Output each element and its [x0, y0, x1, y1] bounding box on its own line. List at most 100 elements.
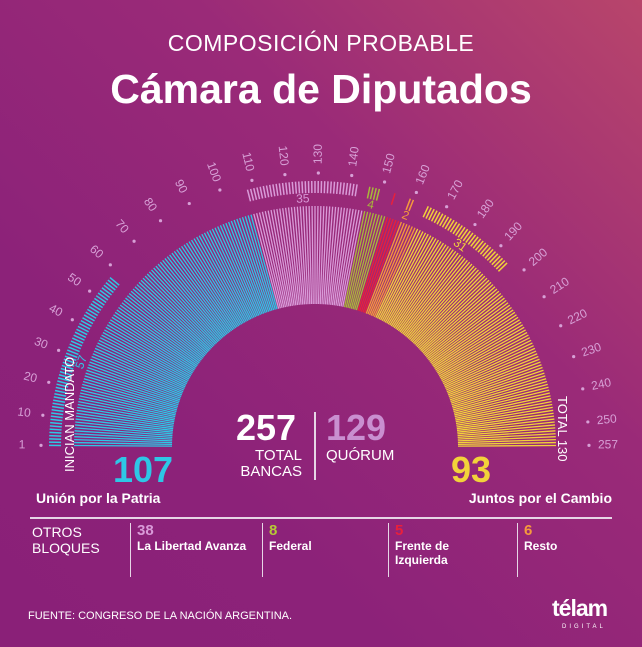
seat-mark [456, 412, 554, 428]
seat-mark [102, 331, 190, 380]
seat-mark [392, 244, 447, 328]
seat-mark [284, 207, 299, 306]
new-mandate-mark [58, 374, 71, 379]
seat-mark [386, 238, 437, 324]
new-mandate-label: 4 [366, 197, 376, 212]
seat-mark [415, 275, 486, 347]
seat-mark [74, 433, 173, 440]
tick-dot [39, 443, 43, 447]
seat-mark [118, 306, 199, 365]
new-mandate-mark [493, 257, 504, 268]
seat-mark [296, 206, 306, 305]
seat-mark [439, 329, 526, 379]
seat-mark [78, 400, 175, 421]
seat-mark [209, 229, 254, 319]
tick-dot [542, 295, 546, 299]
seat-mark [408, 265, 475, 341]
tick-dot [187, 201, 191, 206]
seat-mark [404, 259, 468, 337]
seat-mark [219, 225, 260, 316]
seat-mark [457, 436, 556, 442]
seat-mark [452, 380, 548, 409]
seat-mark [270, 209, 290, 307]
tick-dot [587, 443, 591, 447]
bloc-name: Frente de Izquierda [395, 539, 450, 567]
new-mandate-mark [53, 399, 66, 403]
tick-dot [414, 190, 418, 195]
seat-mark [287, 207, 300, 305]
seat-mark [454, 398, 552, 419]
new-mandate-mark [74, 331, 87, 339]
new-mandate-mark [51, 405, 65, 410]
new-mandate-label: 57 [72, 353, 90, 371]
seat-mark [457, 427, 556, 437]
seat-mark [450, 372, 545, 404]
new-mandate-mark [49, 425, 62, 428]
seat-mark [236, 218, 270, 312]
bloc-value: 38 [137, 522, 154, 539]
seat-mark [451, 375, 546, 406]
telam-logo-sub: DIGITAL [562, 624, 606, 630]
seat-mark [450, 369, 544, 403]
new-mandate-mark [272, 184, 276, 197]
tick-label: 220 [565, 306, 589, 328]
new-mandate-mark [253, 187, 258, 200]
seat-mark [258, 212, 283, 308]
new-mandate-mark [50, 421, 63, 425]
new-mandate-mark [268, 184, 273, 197]
seat-mark [171, 252, 231, 333]
seat-mark [376, 229, 421, 319]
new-mandate-mark [63, 358, 76, 364]
new-mandate-mark [425, 207, 432, 219]
bloc-name: Resto [524, 539, 558, 553]
tick-dot [586, 420, 590, 424]
tick-dot [250, 178, 254, 182]
new-mandate-mark [49, 431, 62, 434]
seat-mark [106, 324, 193, 376]
tick-dot [473, 222, 477, 227]
new-mandate-mark [93, 297, 105, 306]
seat-mark [443, 342, 533, 386]
seat-mark [193, 238, 244, 324]
new-mandate-mark [436, 213, 444, 225]
seat-mark [457, 421, 555, 433]
new-mandate-mark [285, 182, 288, 195]
seat-mark [457, 430, 556, 439]
seat-mark [316, 206, 319, 305]
new-mandate-mark [430, 210, 438, 222]
new-mandate-mark [92, 300, 104, 309]
tick-label: 10 [17, 405, 32, 420]
new-mandate-mark [375, 188, 381, 201]
seat-mark [91, 355, 183, 394]
seat-mark [239, 217, 271, 312]
seat-mark [442, 337, 531, 383]
new-mandate-mark [99, 289, 111, 299]
new-mandate-mark [83, 314, 95, 322]
seat-mark [457, 424, 556, 435]
tick-label: 80 [141, 195, 160, 214]
new-mandate-mark [54, 389, 67, 394]
seat-mark [456, 418, 555, 432]
seat-mark [336, 208, 354, 306]
seat-mark [438, 326, 525, 377]
seat-mark [400, 254, 461, 334]
seat-mark [317, 206, 322, 305]
seat-mark [348, 213, 374, 309]
seat-mark [324, 206, 334, 305]
seat-mark [390, 242, 445, 327]
tick-label: 180 [474, 196, 497, 221]
new-mandate-label: 31 [451, 235, 470, 254]
divider [314, 412, 316, 480]
seat-mark [389, 241, 442, 326]
new-mandate-mark [246, 189, 252, 202]
new-mandate-mark [52, 402, 65, 407]
bloc-fit: 5 Frente de Izquierda [388, 523, 505, 577]
seat-mark [76, 412, 174, 428]
seat-mark [99, 337, 188, 383]
seat-mark [330, 207, 343, 305]
seat-mark [173, 250, 233, 332]
new-mandate-mark [428, 208, 435, 221]
seat-mark [185, 242, 240, 327]
